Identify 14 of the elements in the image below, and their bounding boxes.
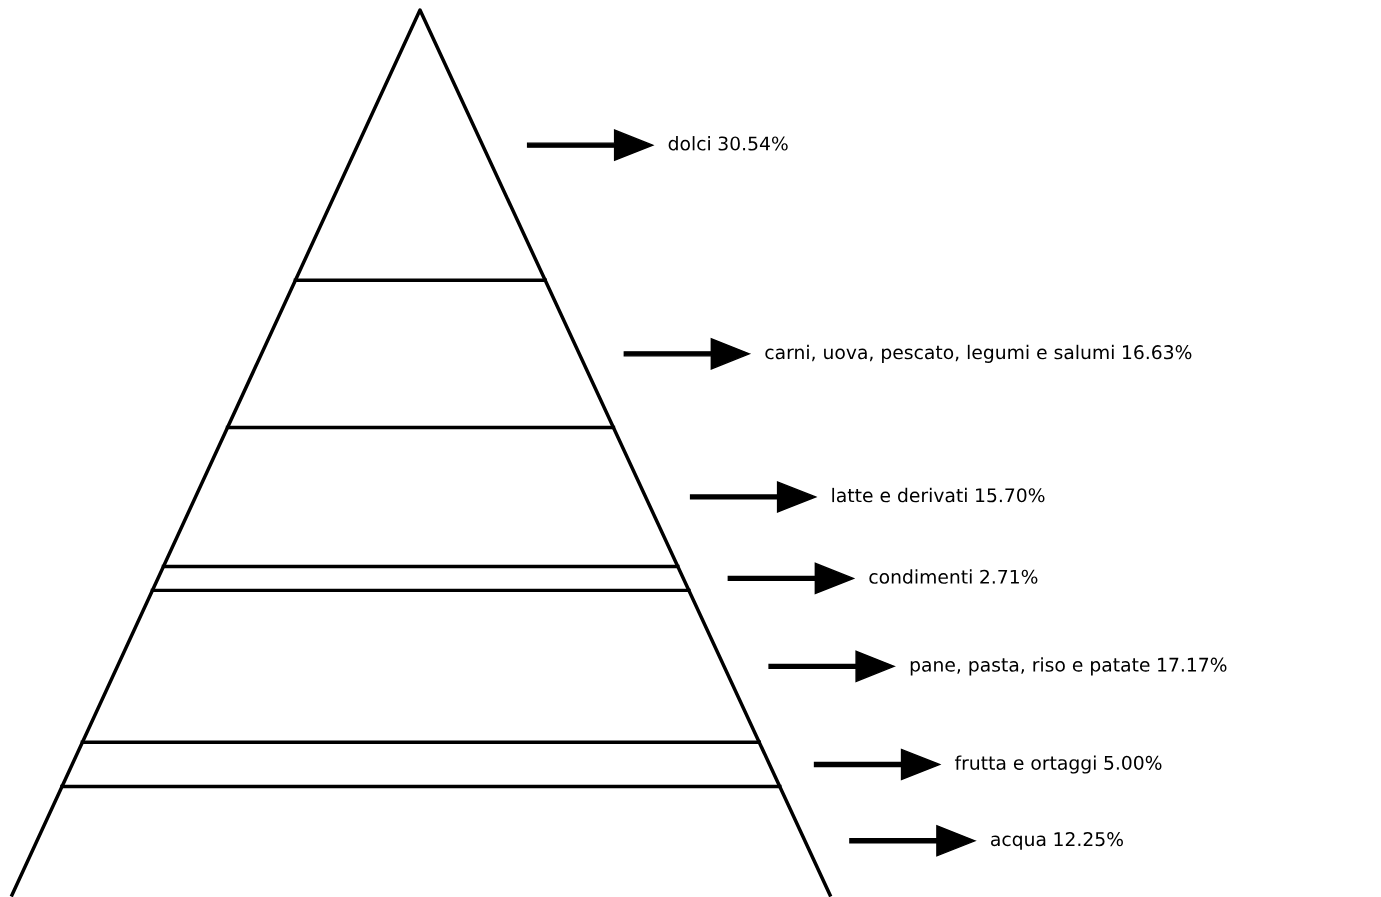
category-label: frutta e ortaggi — [954, 755, 1096, 774]
category-label: dolci — [668, 136, 710, 151]
category-label: pane, pasta, riso e patate — [910, 657, 1150, 676]
data-label: 16.63% — [1123, 345, 1192, 360]
data-label: 30.54% — [718, 136, 788, 151]
category-label: acqua — [991, 835, 1046, 850]
data-label: 2.71% — [980, 569, 1038, 584]
data-label: 15.70% — [976, 488, 1045, 503]
data-label: 17.17% — [1158, 657, 1227, 672]
category-label: latte e derivati — [832, 487, 967, 503]
data-label: 5.00% — [1104, 755, 1162, 770]
data-label: 12.25% — [1054, 832, 1123, 847]
category-label: carni, uova, pescato, legumi e salumi — [765, 344, 1114, 363]
category-label: condimenti — [869, 569, 972, 584]
